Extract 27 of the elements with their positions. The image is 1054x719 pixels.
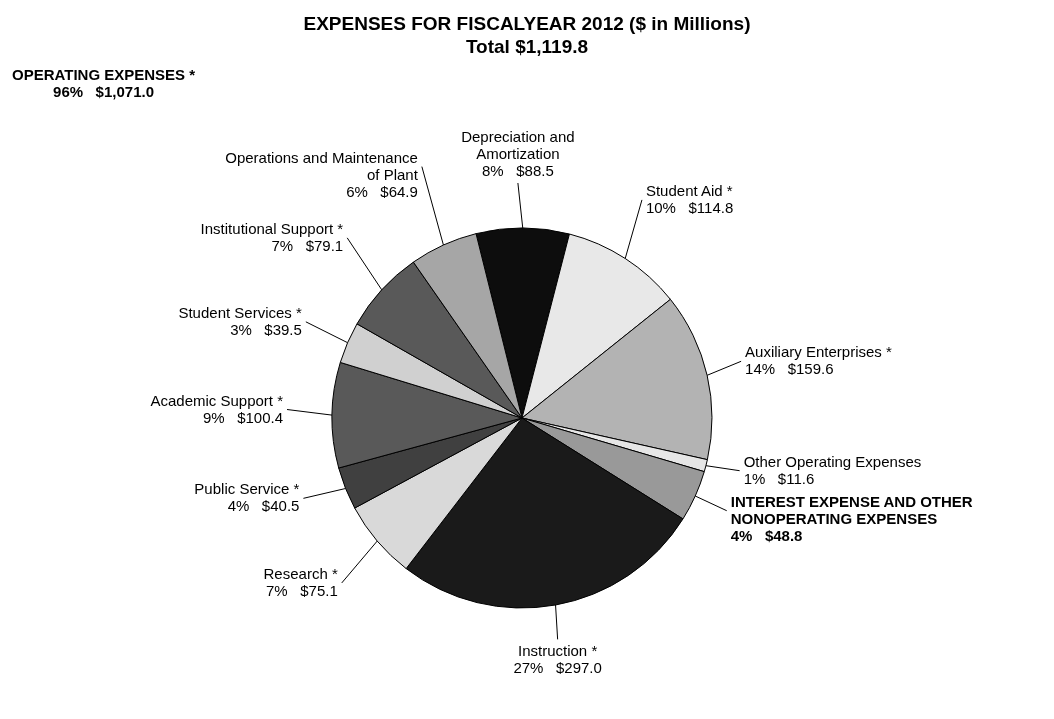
data-label: 7% $79.1 — [271, 236, 344, 254]
data-label: 6% $64.9 — [346, 182, 418, 200]
data-label: 27% $297.0 — [513, 659, 602, 677]
slice-label: Academic Support * — [150, 391, 284, 409]
data-label: 4% $48.8 — [730, 526, 803, 544]
chart-title: EXPENSES FOR FISCALYEAR 2012 ($ in Millions) — [302, 12, 752, 35]
data-label: 4% $40.5 — [227, 497, 300, 515]
text: OPERATING EXPENSES * 96% $1,071.0 — [12, 66, 196, 100]
slice-label: Research * — [263, 564, 338, 582]
slice-label: Instruction * — [518, 642, 598, 660]
data-label: 9% $100.4 — [202, 408, 284, 426]
slice-label: Operations and Maintenance of Plant — [225, 148, 419, 183]
slice-label: Depreciation and Amortization — [461, 128, 575, 162]
slice-label: Other Operating Expenses — [743, 452, 922, 470]
slice-label: Institutional Support * — [200, 219, 344, 237]
slice-label: Student Aid * — [645, 181, 733, 199]
data-label: 7% $75.1 — [266, 581, 338, 599]
slice-label: Public Service * — [194, 480, 300, 498]
data-label: 10% $114.8 — [645, 198, 734, 216]
slice-label: INTEREST EXPENSE AND OTHER NONOPERATING EXPENSES — [730, 492, 973, 527]
slice-label: Auxiliary Enterprises * — [745, 343, 892, 361]
slice-label: Student Services * — [178, 303, 302, 321]
data-label: 8% $88.5 — [482, 162, 554, 179]
data-label: 1% $11.6 — [743, 469, 815, 487]
data-label: 3% $39.5 — [230, 320, 302, 338]
chart-subtitle: Total $1,119.8 — [464, 35, 590, 58]
data-label: 14% $159.6 — [745, 360, 834, 378]
